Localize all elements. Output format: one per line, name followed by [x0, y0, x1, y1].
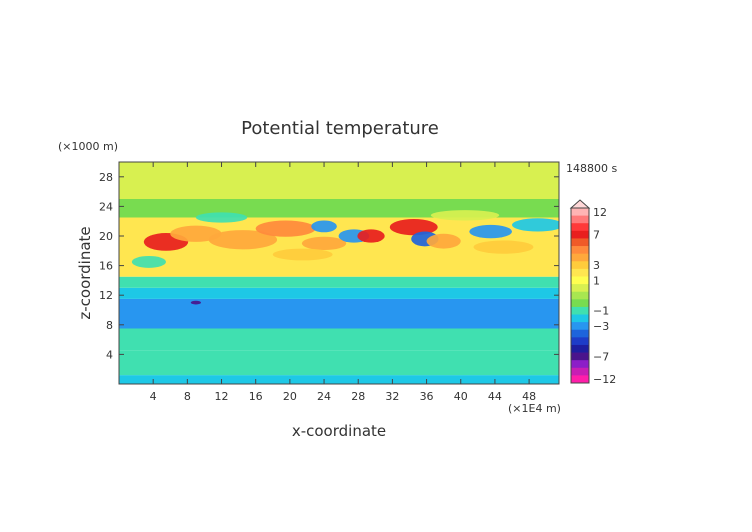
- field-blob-3: [255, 220, 316, 237]
- x-tick-label-6: 28: [351, 390, 365, 403]
- colorbar-swatch-20: [571, 360, 589, 369]
- colorbar-swatch-10: [571, 284, 589, 293]
- field-band-4: [119, 287, 559, 299]
- x-tick-label-7: 32: [385, 390, 399, 403]
- field-band-2: [119, 328, 559, 351]
- colorbar-swatch-8: [571, 268, 589, 277]
- colorbar-swatch-3: [571, 230, 589, 239]
- colorbar-swatch-14: [571, 314, 589, 323]
- field-blob-18: [190, 300, 202, 305]
- y-unit-label: (×1000 m): [58, 140, 118, 153]
- field-band-0: [119, 375, 559, 384]
- field-blob-8: [389, 218, 438, 236]
- colorbar-swatch-6: [571, 253, 589, 262]
- colorbar-swatch-15: [571, 322, 589, 331]
- x-unit-label: (×1E4 m): [508, 402, 561, 415]
- y-axis: 4 8 12 16 20 24 28: [99, 171, 559, 361]
- field-blob-4: [311, 220, 337, 233]
- field-blob-17: [430, 210, 500, 221]
- x-tick-label-8: 36: [420, 390, 434, 403]
- heatmap-field: [119, 162, 559, 384]
- y-tick-label-4: 20: [99, 230, 113, 243]
- plot-frame: [118, 161, 560, 385]
- field-band-1: [119, 350, 559, 376]
- y-tick-label-2: 12: [99, 289, 113, 302]
- x-tick-label-5: 24: [317, 390, 331, 403]
- colorbar-swatch-4: [571, 238, 589, 247]
- field-blob-14: [272, 248, 333, 261]
- colorbar-swatch-2: [571, 223, 589, 232]
- field-blob-11: [469, 224, 513, 239]
- colorbar-swatch-11: [571, 291, 589, 300]
- colorbar-extend-arrow: [569, 199, 591, 209]
- x-tick-label-11: 48: [522, 390, 536, 403]
- colorbar-label-3: 1: [593, 274, 600, 287]
- colorbar-label-2: 3: [593, 259, 600, 272]
- colorbar-label-7: −12: [593, 373, 616, 386]
- x-tick-label-1: 8: [184, 390, 191, 403]
- field-band-5: [119, 276, 559, 288]
- field-blob-7: [357, 229, 385, 243]
- field-blob-12: [512, 218, 559, 232]
- colorbar-swatch-19: [571, 352, 589, 361]
- field-blob-13: [473, 240, 534, 254]
- colorbar-swatch-7: [571, 261, 589, 270]
- colorbar-swatch-1: [571, 215, 589, 224]
- x-tick-label-4: 20: [283, 390, 297, 403]
- colorbar-swatch-18: [571, 344, 589, 353]
- x-axis-label: x-coordinate: [292, 422, 386, 440]
- colorbar-label-0: 12: [593, 206, 607, 219]
- colorbar-label-4: −1: [593, 305, 609, 318]
- colorbar-swatch-16: [571, 329, 589, 338]
- y-tick-label-0: 4: [106, 348, 113, 361]
- colorbar-frame: [570, 207, 590, 384]
- y-tick-label-5: 24: [99, 200, 113, 213]
- field-band-3: [119, 298, 559, 329]
- colorbar-swatch-0: [571, 208, 589, 217]
- colorbar-label-5: −3: [593, 320, 609, 333]
- x-tick-label-2: 12: [215, 390, 229, 403]
- colorbar-swatch-13: [571, 306, 589, 315]
- colorbar-swatch-22: [571, 375, 589, 384]
- field-blob-1: [170, 225, 222, 242]
- colorbar-label-6: −7: [593, 350, 609, 363]
- field-blob-5: [301, 236, 347, 251]
- x-tick-label-9: 40: [454, 390, 468, 403]
- colorbar-label-1: 7: [593, 229, 600, 242]
- x-tick-label-10: 44: [488, 390, 502, 403]
- x-tick-label-0: 4: [150, 390, 157, 403]
- chart-title: Potential temperature: [241, 118, 439, 139]
- y-tick-label-6: 28: [99, 171, 113, 184]
- time-label: 148800 s: [566, 162, 617, 175]
- field-band-8: [119, 162, 559, 199]
- colorbar-swatch-5: [571, 246, 589, 255]
- x-axis: 4 8 12 16 20 24 28 32 36 40 44 48: [150, 162, 536, 403]
- field-blob-2: [208, 230, 278, 250]
- colorbar-swatch-21: [571, 367, 589, 376]
- colorbar-swatch-17: [571, 337, 589, 346]
- field-blob-16: [195, 212, 248, 223]
- field-blob-10: [426, 233, 461, 249]
- y-tick-label-1: 8: [106, 319, 113, 332]
- field-blob-15: [131, 255, 166, 268]
- x-tick-label-3: 16: [249, 390, 263, 403]
- colorbar-swatch-9: [571, 276, 589, 285]
- y-axis-label: z-coordinate: [76, 226, 94, 319]
- colorbar: 12 7 3 1 −1 −3 −7 −12: [569, 199, 616, 386]
- y-tick-label-3: 16: [99, 260, 113, 273]
- colorbar-swatch-12: [571, 299, 589, 308]
